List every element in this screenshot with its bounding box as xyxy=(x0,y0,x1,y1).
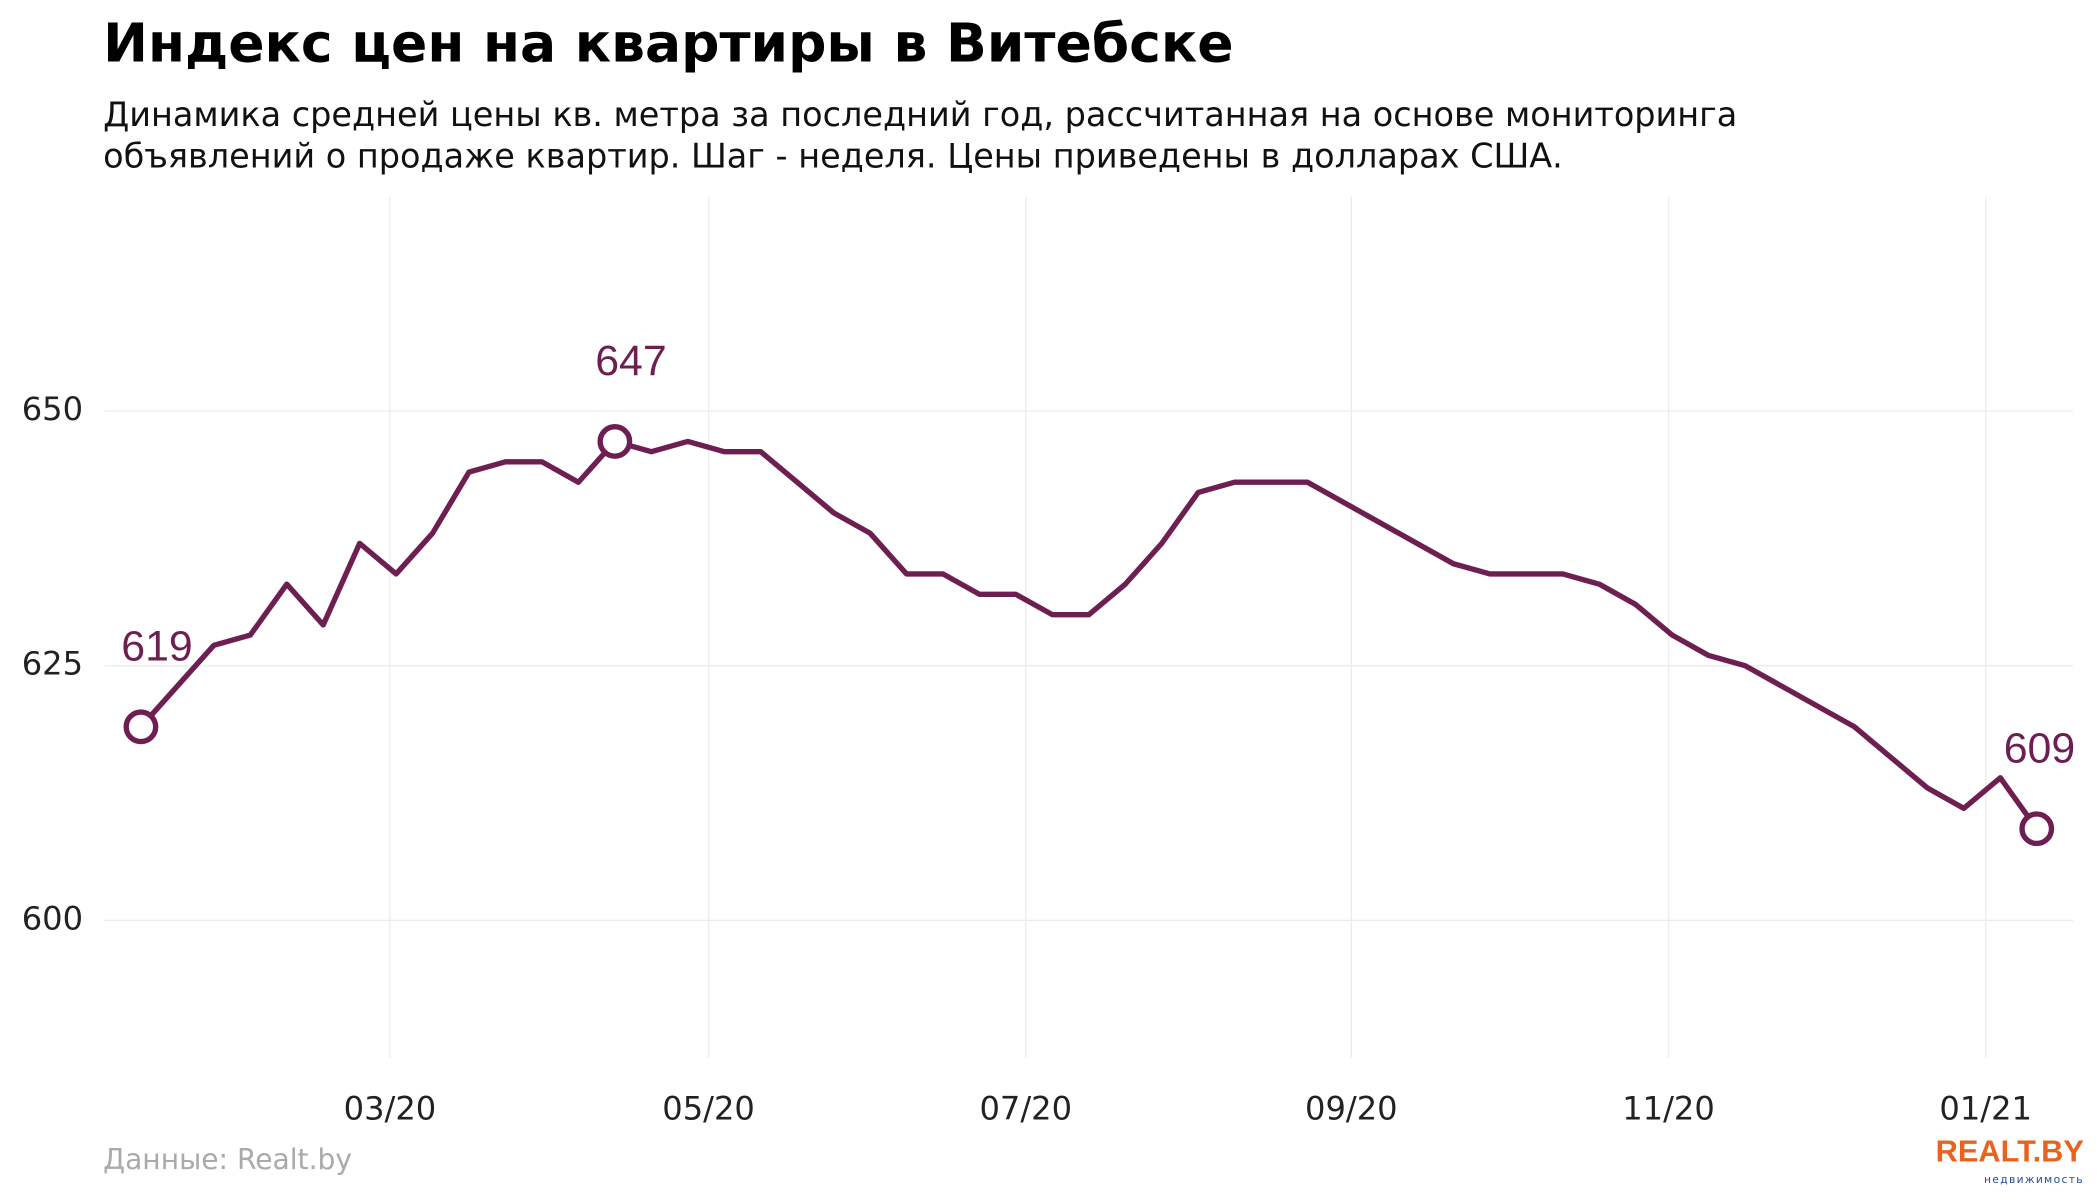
chart-subtitle: Динамика средней цены кв. метра за после… xyxy=(103,95,1737,134)
x-tick-label: 07/20 xyxy=(979,1089,1072,1127)
highlight-point xyxy=(123,709,159,745)
line xyxy=(138,438,2039,831)
y-tick-label: 625 xyxy=(22,645,83,683)
logo: REALT.BY xyxy=(1936,1133,2085,1168)
y-tick-label: 650 xyxy=(22,390,83,428)
x-tick-label: 03/20 xyxy=(344,1089,437,1127)
x-tick-label: 11/20 xyxy=(1622,1089,1715,1127)
highlight-point xyxy=(2019,811,2055,847)
x-tick-label: 05/20 xyxy=(662,1089,755,1127)
x-tick-label: 01/21 xyxy=(1939,1089,2032,1127)
source-note: Данные: Realt.by xyxy=(103,1143,352,1176)
data-label: 609 xyxy=(2004,724,2075,772)
highlight-point xyxy=(597,424,633,459)
chart-title: Индекс цен на квартиры в Витебске xyxy=(103,12,1234,75)
plot-area: 600 625 650 03/20 05/20 07/20 09/20 11/20 01/21 6… xyxy=(22,196,2075,1127)
logo-tagline: недвижимость xyxy=(1984,1173,2084,1186)
data-label: 647 xyxy=(595,337,666,385)
x-tick-label: 09/20 xyxy=(1305,1089,1398,1127)
data-label: 619 xyxy=(121,622,192,670)
chart-subtitle: объявлений о продаже квартир. Шаг - неде… xyxy=(103,137,1563,176)
y-tick-label: 600 xyxy=(22,899,83,937)
